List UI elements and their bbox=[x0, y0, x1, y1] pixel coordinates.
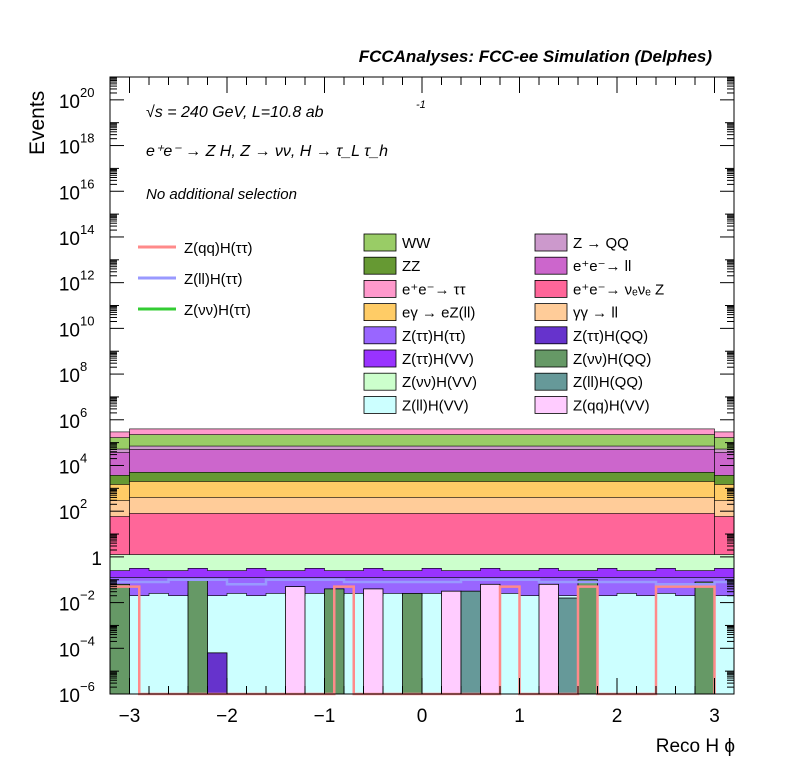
y-tick-label: 10 bbox=[59, 412, 80, 433]
y-tick-label-sup: −2 bbox=[80, 588, 95, 603]
x-axis-label: Reco H ϕ bbox=[656, 736, 735, 757]
legend-box-label: Z(νν)H(QQ) bbox=[573, 351, 651, 368]
y-tick-label: 1 bbox=[91, 549, 102, 570]
sparse-bar bbox=[558, 597, 579, 695]
signal-line bbox=[110, 578, 734, 586]
legend-box-label: e⁺e⁻→ νₑνₑ Z bbox=[573, 281, 664, 298]
y-tick-label-sup: −6 bbox=[80, 679, 95, 694]
sparse-bar bbox=[402, 593, 423, 695]
y-tick-label: 10 bbox=[59, 457, 80, 478]
legend-box-label: Z(ll)H(QQ) bbox=[573, 374, 643, 391]
y-tick-label-sup: 20 bbox=[80, 85, 94, 100]
sparse-bar bbox=[187, 579, 208, 695]
y-tick-label-sup: 8 bbox=[80, 359, 87, 374]
sparse-bar bbox=[538, 583, 559, 695]
y-tick-label-sup: 12 bbox=[80, 268, 94, 283]
y-tick-label-sup: 4 bbox=[80, 450, 87, 465]
y-tick-label-sup: 16 bbox=[80, 176, 94, 191]
legend-box-swatch bbox=[363, 233, 397, 252]
legend-box-swatch bbox=[363, 279, 397, 298]
legend-box-swatch bbox=[534, 349, 568, 368]
legend-box-label: Z(ττ)H(QQ) bbox=[573, 328, 648, 345]
y-tick-label: 10 bbox=[59, 275, 80, 296]
legend-box-swatch bbox=[363, 326, 397, 345]
x-tick-label: 0 bbox=[417, 706, 428, 727]
y-tick-label: 10 bbox=[59, 503, 80, 524]
legend-box-swatch bbox=[534, 372, 568, 391]
y-tick-label-sup: 18 bbox=[80, 131, 94, 146]
y-tick-label: 10 bbox=[59, 138, 80, 159]
legend-box-label: WW bbox=[402, 235, 431, 252]
y-axis-label: Events bbox=[26, 91, 49, 155]
legend: Z(qq)H(ττ) Z(ll)H(ττ) Z(νν)H(ττ) WW Z → QQ ZZ… bbox=[138, 233, 664, 414]
legend-line-label: Z(qq)H(ττ) bbox=[184, 240, 253, 257]
selection-annotation: No additional selection bbox=[146, 186, 297, 203]
legend-box-swatch bbox=[534, 303, 568, 322]
x-tick-label: 1 bbox=[514, 706, 525, 727]
legend-box-swatch bbox=[363, 303, 397, 322]
sparse-bar bbox=[363, 588, 384, 695]
chart-title: FCCAnalyses: FCC-ee Simulation (Delphes) bbox=[359, 47, 713, 66]
legend-box-swatch bbox=[363, 372, 397, 391]
y-tick-label: 10 bbox=[59, 183, 80, 204]
legend-box-label: Z(qq)H(VV) bbox=[573, 397, 650, 414]
y-tick-label: 10 bbox=[59, 366, 80, 387]
x-tick-label: 2 bbox=[612, 706, 623, 727]
energy-annotation-sup: -1 bbox=[416, 99, 426, 111]
legend-box-label: Z(νν)H(VV) bbox=[402, 374, 477, 391]
legend-box-swatch bbox=[363, 349, 397, 368]
sparse-bar bbox=[460, 590, 481, 695]
x-tick-label: 3 bbox=[709, 706, 720, 727]
sparse-bar bbox=[577, 579, 598, 695]
legend-line-label: Z(ll)H(ττ) bbox=[184, 271, 243, 288]
legend-box-label: Z(ll)H(VV) bbox=[402, 397, 469, 414]
legend-box-swatch bbox=[534, 233, 568, 252]
x-tick-label: −3 bbox=[119, 706, 141, 727]
legend-box-label: e⁺e⁻→ ll bbox=[573, 258, 631, 275]
y-tick-label-sup: 6 bbox=[80, 405, 87, 420]
legend-box-swatch bbox=[363, 395, 397, 414]
legend-box-label: e⁺e⁻→ ττ bbox=[402, 281, 466, 298]
sparse-bar bbox=[441, 590, 462, 695]
process-annotation: e⁺e⁻ → Z H, Z → νν, H → τ_L τ_h bbox=[146, 143, 388, 160]
legend-box-swatch bbox=[534, 279, 568, 298]
y-tick-label-sup: 2 bbox=[80, 496, 87, 511]
sparse-bar bbox=[207, 652, 228, 695]
legend-box-label: γγ → ll bbox=[573, 305, 618, 322]
x-axis: −3 −2 −1 0 1 2 3 bbox=[109, 77, 735, 727]
sparse-bar bbox=[480, 583, 501, 695]
legend-box-swatch bbox=[534, 395, 568, 414]
legend-box-swatch bbox=[534, 326, 568, 345]
y-tick-label: 10 bbox=[59, 320, 80, 341]
y-tick-label-sup: 10 bbox=[80, 313, 94, 328]
y-tick-label: 10 bbox=[59, 229, 80, 250]
y-tick-label: 10 bbox=[59, 92, 80, 113]
legend-box-label: Z → QQ bbox=[573, 235, 629, 252]
sparse-bar bbox=[694, 581, 715, 695]
y-tick-label: 10 bbox=[59, 686, 80, 707]
legend-box-label: eγ → eZ(ll) bbox=[402, 305, 475, 322]
legend-box-swatch bbox=[363, 256, 397, 275]
legend-line-label: Z(νν)H(ττ) bbox=[184, 302, 251, 319]
energy-annotation: √s = 240 GeV, L=10.8 ab bbox=[146, 104, 324, 121]
legend-box-swatch bbox=[534, 256, 568, 275]
x-tick-label: −2 bbox=[216, 706, 238, 727]
y-tick-label-sup: −4 bbox=[80, 633, 95, 648]
y-tick-label: 10 bbox=[59, 640, 80, 661]
legend-box-label: Z(ττ)H(ττ) bbox=[402, 328, 466, 345]
y-tick-label: 10 bbox=[59, 595, 80, 616]
legend-box-label: ZZ bbox=[402, 258, 420, 275]
y-tick-label-sup: 14 bbox=[80, 222, 94, 237]
legend-box-label: Z(ττ)H(VV) bbox=[402, 351, 474, 368]
sparse-bar bbox=[285, 586, 306, 695]
x-tick-label: −1 bbox=[314, 706, 336, 727]
